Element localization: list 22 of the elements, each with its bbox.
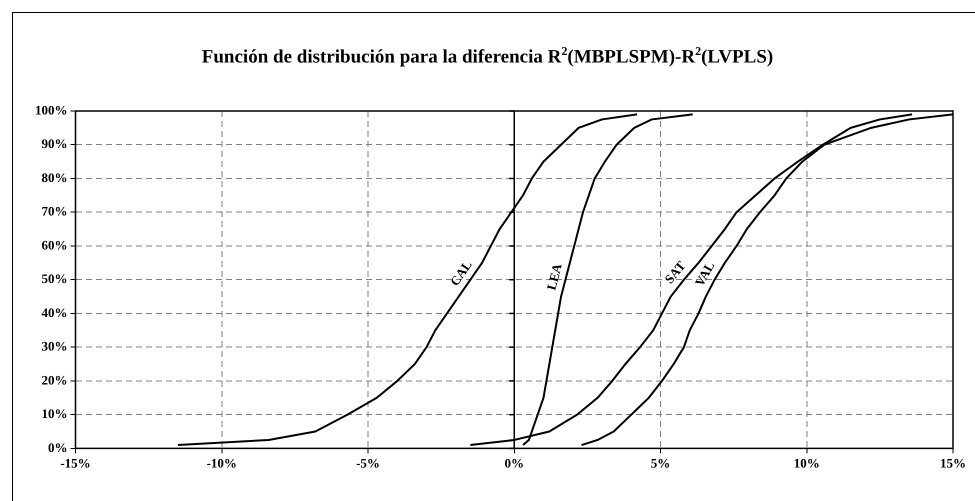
y-tick-label: 80% xyxy=(42,170,68,185)
x-tick-label: 15% xyxy=(940,456,966,471)
legend-label: LEA xyxy=(544,261,565,292)
y-tick-label: 20% xyxy=(42,372,68,388)
y-tick-label: 50% xyxy=(42,271,68,286)
y-tick-label: 30% xyxy=(42,338,68,354)
chart-title: Función de distribución para la diferencia R$^{2}$(MBPLSPM)-R$^{2}$(LVPLS) xyxy=(200,44,774,68)
text: VAL xyxy=(692,258,718,289)
x-tick-label: 5% xyxy=(650,456,670,471)
x-tick-label: -15% xyxy=(60,456,91,471)
x-tick-label: -10% xyxy=(206,456,237,471)
y-tick-label: 60% xyxy=(42,237,68,252)
y-tick-label: 90% xyxy=(42,136,68,152)
y-tick-label: 10% xyxy=(42,406,68,422)
y-tick-label: 70% xyxy=(42,204,68,219)
x-tick-label: -5% xyxy=(356,456,380,471)
y-tick-label: 0% xyxy=(48,440,68,455)
x-tick-label: 10% xyxy=(794,456,820,471)
y-tick-label: 100% xyxy=(35,102,68,118)
x-tick-label: 0% xyxy=(504,456,524,471)
y-tick-label: 40% xyxy=(42,304,68,320)
text: CAL xyxy=(446,257,475,289)
